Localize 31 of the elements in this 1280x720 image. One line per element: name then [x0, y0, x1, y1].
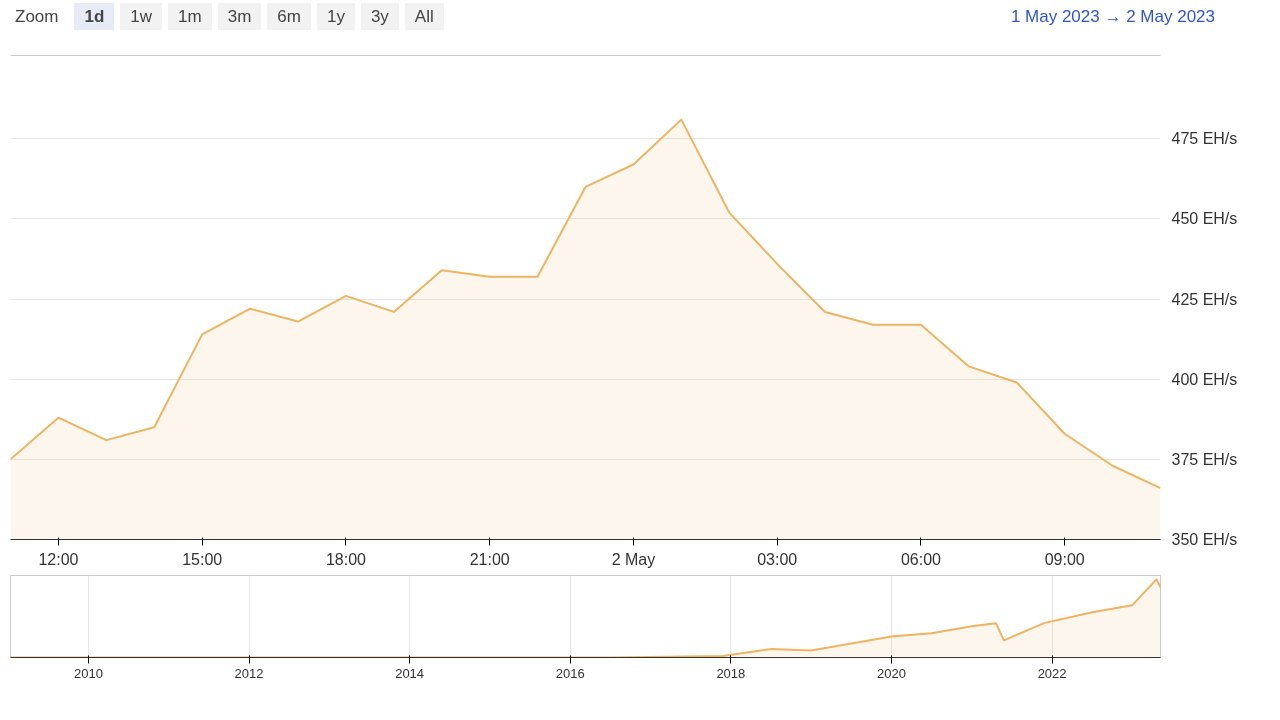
y-tick-label: 450 EH/s [1171, 210, 1238, 228]
x-tick-label: 2018 [716, 665, 746, 681]
text: 3m [217, 3, 262, 30]
text: 1 May 2023 → 2 May 2023 [1010, 6, 1215, 28]
text: 3y [360, 3, 399, 30]
x-tick-label: 06:00 [900, 550, 942, 568]
text: Zoom [14, 6, 60, 28]
y-tick-label: 425 EH/s [1171, 290, 1238, 308]
x-tick-label: 21:00 [469, 550, 510, 568]
text: 1y [316, 3, 355, 30]
y-tick-label: 400 EH/s [1171, 370, 1238, 388]
text: 1m [168, 3, 212, 30]
y-tick-label: 375 EH/s [1171, 450, 1238, 468]
x-tick-label: 2022 [1037, 665, 1067, 681]
y-tick-label: 350 EH/s [1171, 531, 1238, 548]
y-tick-label: 475 EH/s [1171, 130, 1238, 148]
x-tick-label: 2 May [611, 550, 656, 568]
x-tick-label: 2010 [73, 665, 103, 681]
x-tick-label: 2020 [877, 665, 906, 681]
x-tick-label: 09:00 [1044, 550, 1085, 568]
x-tick-label: 2014 [395, 665, 425, 681]
x-tick-label: 2016 [555, 665, 585, 681]
x-tick-label: 2012 [234, 665, 264, 681]
x-tick-label: 15:00 [182, 550, 223, 568]
text: 1w [120, 3, 163, 30]
text: All [404, 3, 444, 30]
x-tick-label: 03:00 [757, 550, 798, 568]
x-tick-label: 18:00 [325, 550, 367, 568]
text: 6m [267, 3, 311, 30]
x-tick-label: 12:00 [38, 550, 79, 568]
text: 1d [74, 3, 115, 30]
